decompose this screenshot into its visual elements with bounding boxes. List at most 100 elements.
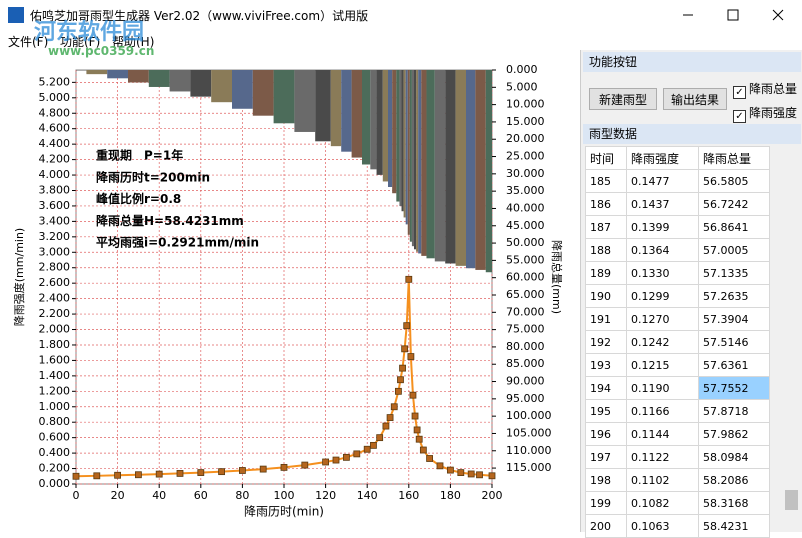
table-cell[interactable]: 57.6361 <box>699 354 770 377</box>
table-cell[interactable]: 197 <box>586 446 627 469</box>
table-cell[interactable]: 58.2086 <box>699 469 770 492</box>
intensity-marker <box>387 415 393 421</box>
cumulative-bar <box>421 70 426 256</box>
table-cell[interactable]: 0.1190 <box>627 377 699 400</box>
intensity-marker <box>115 472 121 478</box>
y-tick-label: 2.800 <box>39 261 71 274</box>
annotation: 重现期 P=1年 <box>96 148 183 163</box>
table-cell[interactable]: 57.5146 <box>699 331 770 354</box>
x-tick-label: 40 <box>152 489 166 502</box>
table-cell[interactable]: 193 <box>586 354 627 377</box>
y-axis-title: 降雨强度(mm/min) <box>12 228 26 326</box>
y-tick-label: 1.000 <box>39 400 71 413</box>
table-cell[interactable]: 降雨强度 <box>627 147 699 170</box>
cumulative-bar <box>170 70 191 91</box>
intensity-marker <box>198 470 204 476</box>
table-cell[interactable]: 187 <box>586 216 627 239</box>
table-cell[interactable]: 57.3904 <box>699 308 770 331</box>
table-cell[interactable]: 58.0984 <box>699 446 770 469</box>
table-cell[interactable]: 0.1122 <box>627 446 699 469</box>
cumulative-bar <box>402 70 404 211</box>
cumulative-bar <box>456 70 466 266</box>
table-cell[interactable]: 199 <box>586 492 627 515</box>
table-cell[interactable]: 0.1299 <box>627 285 699 308</box>
table-cell[interactable]: 0.1437 <box>627 193 699 216</box>
y-tick-label: 3.600 <box>39 199 71 212</box>
table-cell[interactable]: 189 <box>586 262 627 285</box>
intensity-marker <box>400 365 406 371</box>
table-cell[interactable]: 0.1270 <box>627 308 699 331</box>
table-cell[interactable]: 194 <box>586 377 627 400</box>
cumulative-bar <box>274 70 295 123</box>
y-tick-label: 2.200 <box>39 307 71 320</box>
checkbox-label: 降雨强度 <box>749 106 797 120</box>
table-cell[interactable]: 56.5805 <box>699 170 770 193</box>
intensity-marker <box>343 454 349 460</box>
table-cell[interactable]: 57.2635 <box>699 285 770 308</box>
annotation: 降雨历时t=200min <box>96 169 210 184</box>
table-cell[interactable]: 0.1215 <box>627 354 699 377</box>
table-cell[interactable]: 0.1364 <box>627 239 699 262</box>
table-cell[interactable]: 0.1399 <box>627 216 699 239</box>
table-cell[interactable]: 0.1082 <box>627 492 699 515</box>
table-cell[interactable]: 0.1166 <box>627 400 699 423</box>
cumulative-bar <box>370 70 376 169</box>
table-cell[interactable]: 192 <box>586 331 627 354</box>
table-row: 时间降雨强度降雨总量 <box>586 147 770 170</box>
intensity-marker <box>391 404 397 410</box>
x-tick-label: 100 <box>274 489 295 502</box>
table-cell[interactable]: 58.4231 <box>699 515 770 538</box>
table-cell[interactable]: 57.9862 <box>699 423 770 446</box>
intensity-marker <box>364 446 370 452</box>
table-cell[interactable]: 186 <box>586 193 627 216</box>
table-cell[interactable]: 188 <box>586 239 627 262</box>
table-cell[interactable]: 57.0005 <box>699 239 770 262</box>
table-cell[interactable]: 0.1102 <box>627 469 699 492</box>
table-cell[interactable]: 191 <box>586 308 627 331</box>
cumulative-bar <box>86 70 107 74</box>
y-tick-label: 0.600 <box>39 431 71 444</box>
table-cell[interactable]: 57.1335 <box>699 262 770 285</box>
table-cell[interactable]: 0.1477 <box>627 170 699 193</box>
table-cell[interactable]: 185 <box>586 170 627 193</box>
table-cell[interactable]: 57.8718 <box>699 400 770 423</box>
y2-tick-label: 35.000 <box>506 184 545 197</box>
y-tick-label: 3.000 <box>39 245 71 258</box>
checkbox[interactable]: ✓降雨强度 <box>733 104 797 123</box>
y2-axis-title: 降雨总量(mm) <box>550 240 564 314</box>
x-tick-label: 20 <box>111 489 125 502</box>
table-cell[interactable]: 195 <box>586 400 627 423</box>
table-cell[interactable]: 56.7242 <box>699 193 770 216</box>
cumulative-bar <box>416 70 418 252</box>
export-button[interactable]: 输出结果 <box>663 88 727 110</box>
table-cell[interactable]: 56.8641 <box>699 216 770 239</box>
checkbox[interactable]: ✓降雨总量 <box>733 80 797 99</box>
table-cell[interactable]: 196 <box>586 423 627 446</box>
table-cell[interactable]: 0.1144 <box>627 423 699 446</box>
table-cell[interactable]: 57.7552 <box>699 377 770 400</box>
annotation: 峰值比例r=0.8 <box>96 191 181 206</box>
table-cell[interactable]: 时间 <box>586 147 627 170</box>
scroll-thumb[interactable] <box>785 490 798 510</box>
scrollbar[interactable] <box>783 146 800 532</box>
maximize-button[interactable] <box>728 10 738 20</box>
cumulative-bar <box>426 70 434 258</box>
intensity-marker <box>414 427 420 433</box>
intensity-marker <box>477 472 483 478</box>
table-cell[interactable]: 0.1063 <box>627 515 699 538</box>
table-cell[interactable]: 58.3168 <box>699 492 770 515</box>
table-cell[interactable]: 0.1242 <box>627 331 699 354</box>
close-button[interactable] <box>773 10 783 20</box>
y-tick-label: 2.400 <box>39 292 71 305</box>
new-button[interactable]: 新建雨型 <box>589 88 657 110</box>
table-cell[interactable]: 200 <box>586 515 627 538</box>
table-cell[interactable]: 190 <box>586 285 627 308</box>
x-tick-label: 180 <box>440 489 461 502</box>
table-cell[interactable]: 0.1330 <box>627 262 699 285</box>
table-cell[interactable]: 降雨总量 <box>699 147 770 170</box>
x-tick-label: 200 <box>482 489 503 502</box>
table-cell[interactable]: 198 <box>586 469 627 492</box>
